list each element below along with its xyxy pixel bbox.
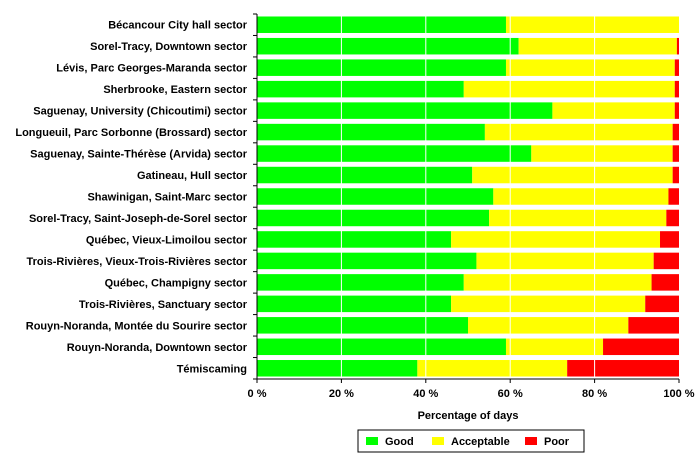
category-label: Trois-Rivières, Vieux-Trois-Rivières sec… xyxy=(26,256,247,268)
bars xyxy=(257,14,679,379)
legend: Good Acceptable Poor xyxy=(357,429,585,453)
category-label: Trois-Rivières, Sanctuary sector xyxy=(79,299,248,311)
bar-good xyxy=(257,80,464,98)
category-label: Québec, Champigny sector xyxy=(105,277,248,289)
bar-acceptable xyxy=(505,338,604,356)
bar-good xyxy=(257,188,494,205)
bar-acceptable xyxy=(472,166,673,184)
bar-acceptable xyxy=(417,360,568,377)
bar-acceptable xyxy=(463,80,675,98)
bar-poor xyxy=(651,274,679,291)
bar-good xyxy=(257,252,477,270)
bar-poor xyxy=(674,102,679,119)
bar-acceptable xyxy=(505,59,675,76)
category-label: Sorel-Tracy, Downtown sector xyxy=(90,41,248,53)
category-label: Gatineau, Hull sector xyxy=(137,170,248,182)
axes xyxy=(253,13,679,380)
x-axis-title: Percentage of days xyxy=(418,410,519,422)
category-label: Sherbrooke, Eastern sector xyxy=(103,84,247,96)
legend-label-acceptable: Acceptable xyxy=(451,436,510,448)
bar-acceptable xyxy=(493,188,669,205)
category-labels: Bécancour City hall sector Sorel-Tracy, D… xyxy=(15,20,247,376)
bar-poor xyxy=(603,338,679,356)
bar-good xyxy=(257,102,553,119)
legend-label-good: Good xyxy=(385,436,414,448)
category-label: Sorel-Tracy, Saint-Joseph-de-Sorel secto… xyxy=(29,213,248,225)
legend-label-poor: Poor xyxy=(544,436,570,448)
x-tick-label: 20 % xyxy=(329,388,354,400)
bar-good xyxy=(257,166,473,184)
bar-good xyxy=(257,59,506,76)
x-tick-label: 80 % xyxy=(582,388,607,400)
bar-acceptable xyxy=(505,16,679,33)
bar-good xyxy=(257,209,490,227)
category-label: Rouyn-Noranda, Montée du Sourire sector xyxy=(26,320,248,332)
x-tick-labels: 0 % 20 % 40 % 60 % 80 % 100 % xyxy=(248,379,695,400)
category-label: Saguenay, Sainte-Thérèse (Arvida) sector xyxy=(30,149,248,161)
bar-acceptable xyxy=(531,145,673,162)
category-label: Shawinigan, Saint-Marc sector xyxy=(87,192,247,204)
bar-good xyxy=(257,317,468,334)
legend-swatch-good xyxy=(366,437,378,445)
x-tick-label: 100 % xyxy=(663,388,694,400)
bar-poor xyxy=(672,166,679,184)
bar-poor xyxy=(674,59,679,76)
bar-acceptable xyxy=(468,317,629,334)
legend-swatch-poor xyxy=(525,437,537,445)
bar-poor xyxy=(660,231,679,248)
bar-poor xyxy=(676,37,679,55)
bar-good xyxy=(257,295,452,313)
bar-poor xyxy=(672,123,679,141)
category-label: Longueuil, Parc Sorbonne (Brossard) sect… xyxy=(15,127,247,139)
category-label: Saguenay, University (Chicoutimi) sector xyxy=(33,106,247,118)
category-label: Rouyn-Noranda, Downtown sector xyxy=(67,342,248,354)
bar-poor xyxy=(666,209,679,227)
bar-good xyxy=(257,145,532,162)
bar-acceptable xyxy=(518,37,677,55)
bar-good xyxy=(257,231,452,248)
bar-good xyxy=(257,123,485,141)
bar-acceptable xyxy=(552,102,675,119)
legend-box xyxy=(357,429,585,453)
bar-good xyxy=(257,274,464,291)
x-tick-label: 60 % xyxy=(498,388,523,400)
bar-acceptable xyxy=(451,295,646,313)
bar-acceptable xyxy=(484,123,673,141)
bar-poor xyxy=(567,360,679,377)
bar-acceptable xyxy=(476,252,654,270)
bar-poor xyxy=(628,317,679,334)
bar-good xyxy=(257,37,519,55)
bar-good xyxy=(257,16,506,33)
category-label: Lévis, Parc Georges-Maranda sector xyxy=(56,63,247,75)
bar-acceptable xyxy=(451,231,661,248)
bar-good xyxy=(257,338,506,356)
bar-poor xyxy=(672,145,679,162)
bar-poor xyxy=(653,252,679,270)
x-tick-label: 0 % xyxy=(248,388,267,400)
bar-poor xyxy=(668,188,679,205)
x-tick-label: 40 % xyxy=(413,388,438,400)
category-label: Bécancour City hall sector xyxy=(108,20,247,32)
bar-poor xyxy=(645,295,679,313)
bar-good xyxy=(257,360,418,377)
bar-acceptable xyxy=(463,274,652,291)
bar-acceptable xyxy=(489,209,667,227)
category-label: Témiscaming xyxy=(177,363,247,375)
legend-swatch-acceptable xyxy=(432,437,444,445)
category-label: Québec, Vieux-Limoilou sector xyxy=(86,234,248,246)
bar-poor xyxy=(674,80,679,98)
